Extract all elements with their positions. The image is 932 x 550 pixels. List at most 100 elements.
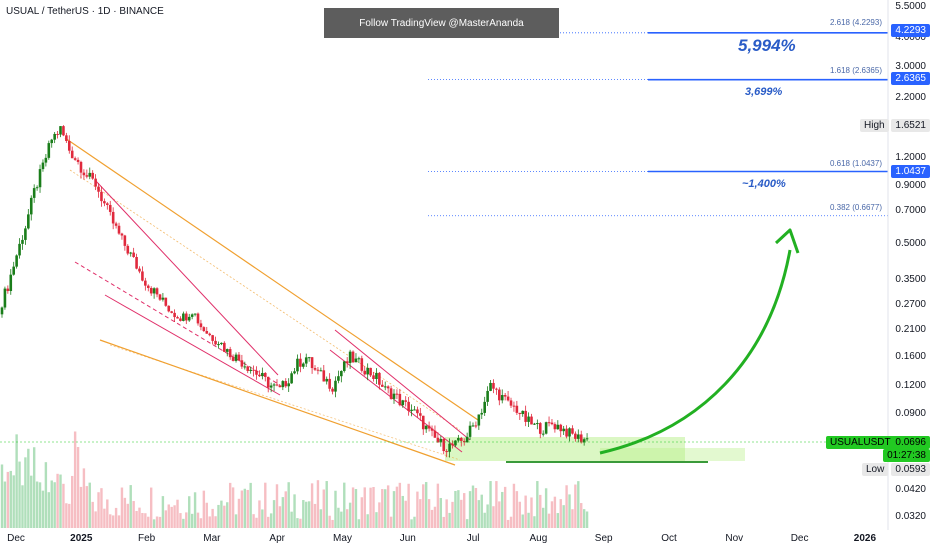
volume-bar [106, 499, 109, 528]
trendline-lower [99, 339, 456, 466]
candle-body [67, 140, 71, 151]
volume-bar [568, 494, 571, 528]
volume-bar [527, 512, 530, 528]
volume-bar [71, 475, 74, 528]
volume-bar [363, 487, 366, 528]
candle-body [29, 197, 33, 215]
volume-bar [392, 491, 396, 528]
candle-body [518, 412, 522, 415]
fib-label-0618: 0.618 (1.0437) [829, 159, 882, 168]
volume-bar [202, 490, 206, 528]
volume-bar [76, 447, 80, 528]
candle-body [187, 316, 191, 321]
candle-body [302, 363, 305, 367]
volume-bars [0, 431, 589, 528]
volume-bar [556, 513, 560, 528]
volume-bar [313, 503, 317, 528]
volume-bar [319, 509, 323, 528]
candle-body [366, 367, 369, 375]
candle-body [296, 358, 299, 372]
volume-bar [340, 511, 343, 528]
volume-bar [366, 514, 369, 528]
candle-body [284, 381, 288, 387]
volume-bar [228, 482, 232, 528]
candle-body [451, 443, 454, 446]
volume-bar [448, 512, 451, 528]
x-tick-label: Mar [203, 533, 221, 544]
volume-bar [454, 490, 457, 528]
target-pct-1: 5,994% [738, 36, 796, 55]
trendlines [64, 137, 479, 466]
candle-body [9, 274, 13, 292]
trendline-upper [64, 137, 479, 421]
volume-bar [59, 474, 62, 528]
volume-bar [79, 486, 83, 528]
volume-bar [372, 487, 375, 528]
support-zone-box [445, 437, 685, 461]
candle-body [483, 401, 486, 413]
candle-body [383, 386, 387, 388]
fib-label-2618: 2.618 (4.2293) [829, 18, 882, 27]
candle-body [223, 342, 226, 352]
y-tick-label: 0.0320 [895, 510, 926, 522]
target-pct-3: ~1,400% [742, 178, 786, 190]
y-tick-label: 0.2700 [895, 299, 926, 311]
candle-body [506, 396, 510, 401]
volume-bar [427, 499, 431, 528]
candle-body [59, 126, 62, 135]
candle-body [357, 358, 361, 360]
volume-bar [375, 512, 378, 528]
volume-bar [424, 482, 428, 528]
volume-bar [501, 491, 504, 528]
volume-bar [211, 508, 214, 528]
volume-bar [199, 518, 203, 528]
candle-body [334, 380, 337, 392]
volume-bar [395, 486, 399, 528]
candle-body [410, 409, 413, 412]
candle-body [293, 371, 296, 374]
volume-bar [305, 501, 308, 528]
volume-bar [480, 494, 483, 528]
candle-body [88, 172, 92, 177]
candle-body [44, 157, 48, 163]
x-tick-label: Oct [661, 533, 677, 544]
volume-bar [217, 504, 220, 528]
candle-body [395, 393, 399, 395]
volume-bar [0, 464, 4, 528]
volume-bar [351, 487, 355, 528]
volume-bar [24, 457, 27, 528]
volume-bar [97, 492, 100, 528]
candle-body [416, 409, 419, 414]
volume-bar [111, 515, 115, 528]
candle-body [310, 357, 314, 369]
candle-body [138, 268, 141, 272]
candle-body [533, 423, 536, 425]
y-tick-label: 0.1600 [895, 351, 926, 363]
candle-body [202, 327, 206, 332]
y-tick-label: 0.0420 [895, 483, 926, 495]
candle-body [24, 228, 27, 240]
channel2-upper [334, 329, 471, 441]
x-tick-label: Sep [594, 533, 613, 544]
candle-body [146, 285, 150, 288]
follow-banner[interactable]: Follow TradingView @MasterAnanda [324, 8, 559, 38]
candle-body [468, 425, 472, 437]
candle-body [266, 376, 270, 388]
candle-body [582, 439, 586, 443]
volume-bar [492, 506, 495, 528]
volume-bar [109, 514, 112, 528]
volume-bar [477, 500, 481, 528]
volume-bar [138, 507, 141, 528]
candle-body [556, 424, 560, 430]
candle-body [275, 384, 279, 386]
volume-bar [65, 503, 68, 528]
candle-body [328, 378, 331, 389]
x-tick-label: Aug [529, 533, 548, 544]
candle-body [158, 294, 162, 300]
volume-bar [328, 515, 331, 528]
volume-bar [436, 483, 440, 528]
volume-bar [9, 470, 12, 528]
candle-body [538, 423, 542, 434]
volume-bar [21, 485, 24, 528]
